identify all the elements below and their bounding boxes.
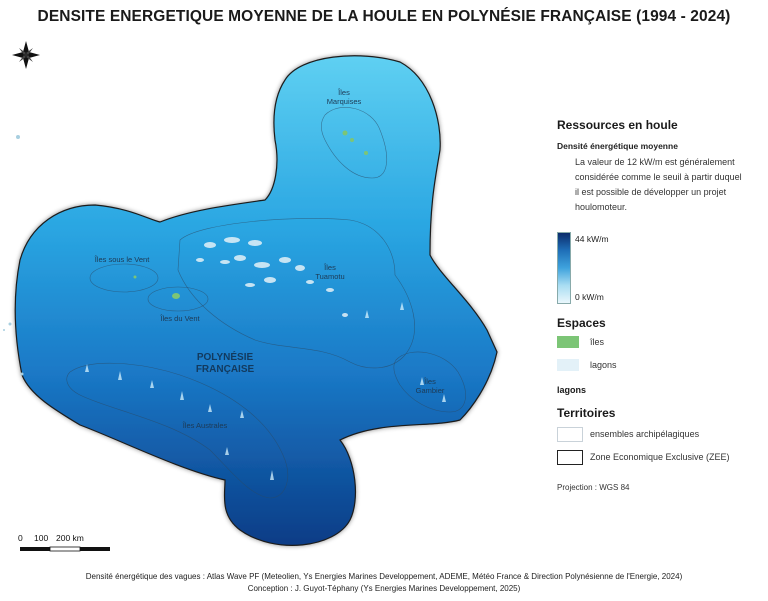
archipelago-outlines xyxy=(66,107,466,499)
legend-density-subheading: Densité énergétique moyenne xyxy=(557,141,678,151)
lagoons-layer xyxy=(196,237,348,317)
wave-streaks xyxy=(85,302,446,480)
label-australes: Îles Australes xyxy=(182,421,228,430)
ramp-min-label: 0 kW/m xyxy=(575,292,604,302)
label-du-vent: Îles du Vent xyxy=(160,314,200,323)
map-title: DENSITE ENERGETIQUE MOYENNE DE LA HOULE … xyxy=(37,8,731,25)
density-color-ramp xyxy=(557,232,571,304)
legend-heading-espaces: Espaces xyxy=(557,316,606,330)
legend-iles-label: îles xyxy=(590,337,605,347)
scale-bar xyxy=(20,546,110,552)
label-gambier: Îles Gambier xyxy=(415,377,445,395)
islands-layer xyxy=(133,130,368,299)
distant-islands xyxy=(3,135,24,376)
swatch-iles xyxy=(557,336,579,348)
footer-credit: Conception : J. Guyot-Téphany (Ys Energi… xyxy=(247,584,521,593)
swatch-ensembles xyxy=(557,427,583,442)
legend-density-description: La valeur de 12 kW/m est généralement co… xyxy=(575,157,742,212)
eez-area xyxy=(14,55,498,546)
scale-label-200: 200 km xyxy=(56,533,84,543)
footer-source: Densité énergétique des vagues : Atlas W… xyxy=(85,572,683,581)
scale-label-100: 100 xyxy=(34,533,49,543)
legend-lagons-bold: lagons xyxy=(557,385,587,395)
ramp-max-label: 44 kW/m xyxy=(575,234,609,244)
compass-rose-icon xyxy=(12,41,40,69)
legend-lagons-label: lagons xyxy=(590,360,617,370)
label-tuamotu: Îles Tuamotu xyxy=(315,263,345,281)
legend-heading-resources: Ressources en houle xyxy=(557,118,678,132)
swatch-zee xyxy=(557,450,583,465)
label-sous-le-vent: Îles sous le Vent xyxy=(94,255,150,264)
legend-zee-label: Zone Economique Exclusive (ZEE) xyxy=(590,452,730,462)
projection-label: Projection : WGS 84 xyxy=(557,483,630,492)
legend: Ressources en houle Densité énergétique … xyxy=(557,118,762,215)
swatch-lagons xyxy=(557,359,579,371)
legend-ensembles-label: ensembles archipélagiques xyxy=(590,429,700,439)
label-marquises: Îles Marquises xyxy=(326,88,362,106)
label-polynesie: POLYNÉSIE FRANÇAISE xyxy=(195,352,255,375)
legend-heading-territoires: Territoires xyxy=(557,406,616,420)
scale-label-0: 0 xyxy=(18,533,23,543)
